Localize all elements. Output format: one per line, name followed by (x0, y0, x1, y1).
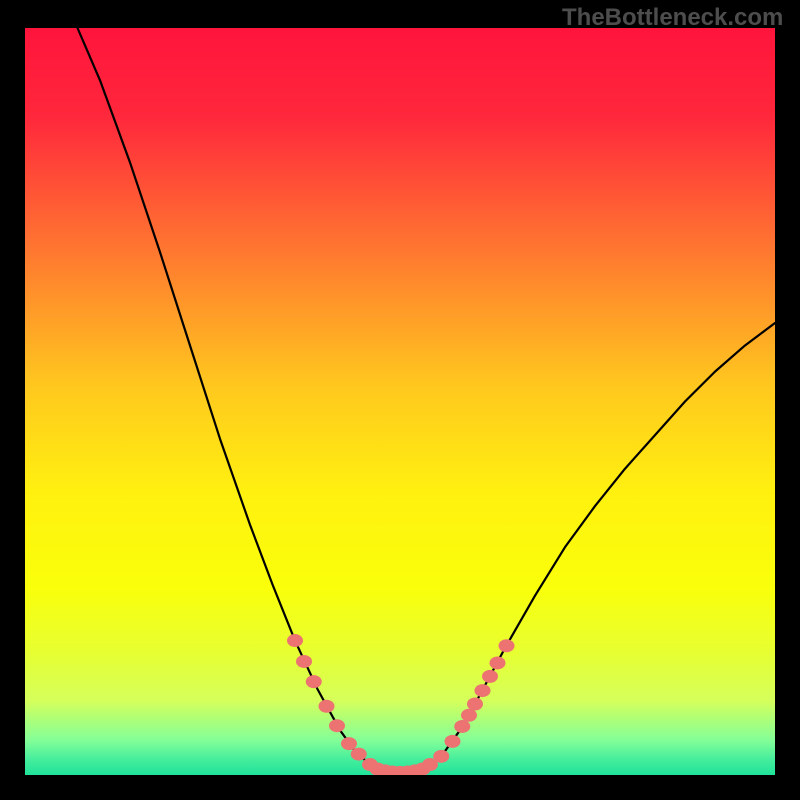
watermark-text: TheBottleneck.com (562, 4, 783, 32)
chart-plot (25, 28, 775, 775)
chart-frame: TheBottleneck.com (0, 0, 800, 800)
